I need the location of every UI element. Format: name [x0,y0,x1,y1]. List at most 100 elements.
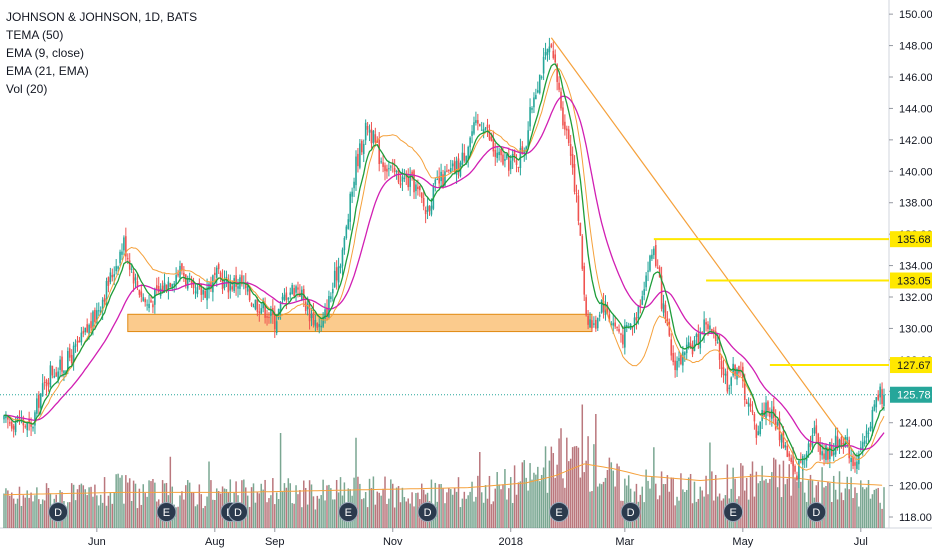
candle-body [537,90,539,93]
candle-body [769,411,771,418]
candle-body [842,442,845,445]
candle-body [63,370,65,374]
volume-bar [883,487,885,528]
candle-body [293,288,295,297]
candle-body [270,309,272,316]
volume-bar [70,483,73,528]
price-tick-label: 130.00 [899,323,932,335]
candle-body [865,430,868,438]
volume-bar [500,489,502,528]
event-badge [417,502,438,522]
candle-body [337,266,340,283]
indicator-lines [3,63,885,471]
drawings [0,37,889,452]
volume-bar [513,465,516,528]
candle-body [560,91,562,109]
candle-body [747,402,750,407]
volume-bar [854,487,856,528]
volume-bar [538,481,541,528]
price-tick-label: 150.00 [899,9,932,21]
volume-bar [598,483,601,528]
volume-bar [332,499,334,528]
indicator-ema21-label[interactable]: EMA (21, EMA) [6,64,89,78]
candle-body [705,322,707,325]
candle-body [448,170,450,172]
volume-bar [567,461,570,528]
volume-bar [260,483,262,528]
volume-bar [333,499,336,528]
candle-body [161,285,164,293]
candle-body [521,146,524,154]
candle-body [428,206,431,211]
volume-bar [438,484,440,528]
volume-bar [103,477,106,528]
volume-bar [745,477,748,528]
volume-bar [498,484,500,528]
candle-body [544,52,547,56]
indicator-ema9-label[interactable]: EMA (9, close) [6,46,85,60]
price-axis[interactable]: 118.00120.00122.00124.00126.00128.00130.… [889,9,932,524]
volume-bar [316,495,319,528]
volume-bar [210,480,212,528]
candle-body [258,311,261,314]
volume-bar [283,483,286,528]
volume-ma-series [3,463,883,496]
candle-body [233,278,235,292]
candle-body [732,363,734,376]
volume-bar [196,504,199,528]
candle-body [43,382,46,384]
volume-bar [506,499,508,528]
time-axis[interactable]: Jun Aug Sep Nov 2018 Mar May Jul [88,528,868,548]
volume-bar [782,460,785,528]
candle-body [244,282,247,289]
volume-bar [751,461,754,528]
volume-bar [186,480,189,528]
candle-body [273,314,276,330]
candle-body [308,302,311,322]
candle-body [571,154,574,168]
candle-body [5,414,7,419]
volume-bar [111,503,114,528]
candle-body [241,275,243,285]
candle-body [194,291,197,293]
candle-body [821,451,823,456]
candle-body [328,296,330,318]
volume-bar [575,445,578,528]
volume-bar [834,489,837,528]
resistance-price-label-text: 133.05 [897,276,931,288]
candle-body [248,288,251,301]
volume-bar [655,483,657,528]
volume-bar [529,463,531,528]
chart-legend: JOHNSON & JOHNSON, 1D, BATS TEMA (50) EM… [6,8,197,98]
volume-bar [322,479,324,528]
candle-body [668,321,671,336]
candle-body [30,422,32,427]
indicator-volume-label[interactable]: Vol (20) [6,82,48,96]
candle-body [260,308,263,314]
volume-bar [740,463,742,528]
volume-bar [403,497,406,528]
volume-bar [699,486,702,528]
candle-body [285,292,288,301]
volume-bar [508,488,510,528]
candle-body [103,298,106,302]
volume-bar [132,480,135,528]
volume-bar [540,474,543,528]
volume-bar [796,481,798,528]
volume-bar [649,488,651,528]
volume-bar [287,478,290,528]
symbol-title[interactable]: JOHNSON & JOHNSON, 1D, BATS [6,10,198,24]
candle-body [88,324,90,336]
indicator-tema-label[interactable]: TEMA (50) [6,28,64,42]
candle-body [624,325,626,348]
volume-bar [858,506,860,528]
candle-body [159,288,162,296]
candle-body [97,310,100,312]
volume-bar [809,474,812,528]
candle-body [832,452,835,456]
candle-body [157,286,160,292]
candle-body [683,352,686,355]
volume-bar [22,495,25,528]
candle-body [691,345,694,355]
